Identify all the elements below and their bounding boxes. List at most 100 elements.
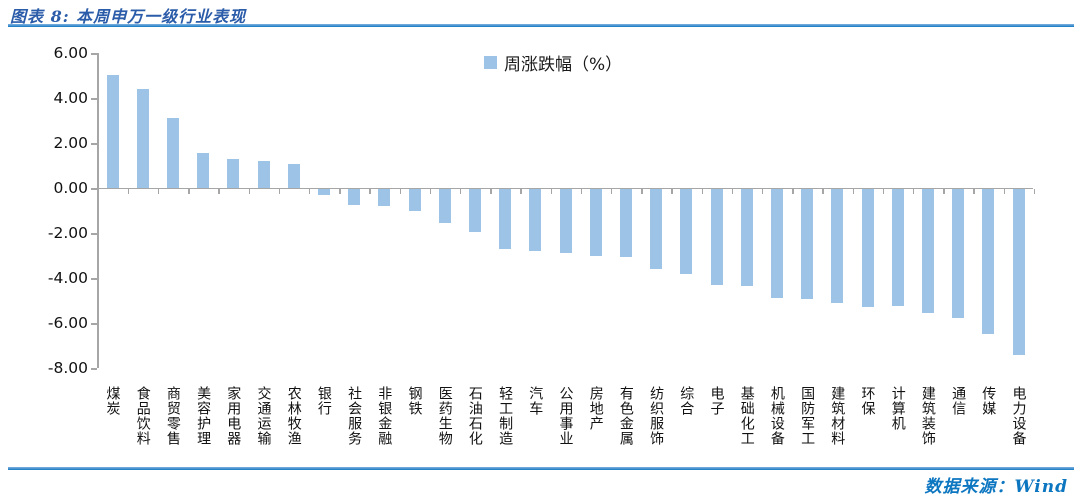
bar <box>166 118 179 189</box>
bar <box>710 189 723 285</box>
x-axis-label: 美容护理 <box>195 386 212 446</box>
x-axis-label: 电子 <box>708 386 725 416</box>
bar <box>801 189 814 300</box>
x-axis-label: 农林牧渔 <box>285 386 302 446</box>
x-axis-tick <box>520 189 522 195</box>
x-axis-tick <box>188 189 190 195</box>
y-axis-label: 6.00 <box>53 44 88 63</box>
x-axis-tick <box>852 189 854 195</box>
x-axis-label: 交通运输 <box>255 386 272 446</box>
y-axis-tick <box>91 98 97 100</box>
bar <box>680 189 693 275</box>
bar <box>317 189 330 196</box>
bar <box>287 164 300 189</box>
x-axis-tick <box>369 189 371 195</box>
x-axis-tick <box>550 189 552 195</box>
x-axis-tick <box>610 189 613 195</box>
bar <box>952 189 965 319</box>
x-axis-tick <box>459 189 462 195</box>
x-axis-label: 石油石化 <box>466 386 483 446</box>
x-axis-tick <box>97 189 99 195</box>
x-axis-label: 社会服务 <box>346 386 363 446</box>
x-axis-tick <box>1003 189 1005 195</box>
x-axis-label: 国防军工 <box>799 386 816 446</box>
data-source-note: 数据来源：Wind <box>924 477 1068 497</box>
x-axis-tick <box>580 189 583 195</box>
x-axis-tick <box>943 189 945 195</box>
bar <box>257 161 270 189</box>
x-axis-label: 机械设备 <box>768 386 785 446</box>
legend-color-swatch <box>484 56 497 69</box>
x-axis-label: 纺织服饰 <box>648 386 665 446</box>
bar <box>197 153 210 189</box>
bar <box>770 189 783 298</box>
y-axis-line <box>97 53 99 369</box>
y-axis-label: -2.00 <box>47 224 88 243</box>
x-axis-label: 银行 <box>315 386 332 416</box>
caption-underline <box>8 24 1074 27</box>
x-axis-label: 家用电器 <box>225 386 242 446</box>
x-axis-label: 商贸零售 <box>164 386 181 446</box>
bar <box>468 189 481 233</box>
figure-caption: 图表 8: 本周申万一级行业表现 <box>10 7 247 26</box>
footer-rule <box>8 467 1074 470</box>
bar <box>921 189 934 313</box>
bar <box>136 89 149 189</box>
y-axis-label: 0.00 <box>53 179 88 198</box>
x-axis-tick <box>308 189 311 195</box>
x-axis-label: 传媒 <box>980 386 997 416</box>
bar <box>891 189 904 307</box>
bar <box>619 189 632 258</box>
x-axis-label: 环保 <box>859 386 876 416</box>
x-axis-label: 医药生物 <box>436 386 453 446</box>
x-axis-tick <box>792 189 794 195</box>
bar <box>529 189 542 251</box>
bar <box>1012 189 1025 356</box>
x-axis-tick <box>218 189 220 195</box>
bar <box>408 189 421 212</box>
y-axis-label: 4.00 <box>53 89 88 108</box>
bar <box>740 189 753 286</box>
bar <box>106 75 119 189</box>
x-axis-tick <box>399 189 401 195</box>
x-axis-label: 房地产 <box>587 386 604 431</box>
y-axis-label: -4.00 <box>47 269 88 288</box>
bar <box>227 158 240 189</box>
bar <box>589 189 602 256</box>
y-axis-tick <box>91 323 97 325</box>
x-axis-label: 公用事业 <box>557 386 574 446</box>
bar <box>438 189 451 224</box>
x-axis-tick <box>1033 189 1036 195</box>
x-axis-tick <box>248 189 250 195</box>
x-axis-label: 轻工制造 <box>497 386 514 446</box>
x-axis-tick <box>822 189 824 195</box>
bar <box>348 189 361 206</box>
y-axis-tick <box>91 233 97 235</box>
x-axis-label: 有色金属 <box>617 386 634 446</box>
x-axis-tick <box>429 189 432 195</box>
y-axis-tick <box>91 143 97 145</box>
bar <box>650 189 663 269</box>
x-axis-label: 建筑装饰 <box>919 386 936 446</box>
x-axis-label: 电力设备 <box>1010 386 1027 446</box>
chart-legend: 周涨跌幅（%） <box>484 50 622 75</box>
x-axis-tick <box>973 189 975 195</box>
legend-series-label: 周涨跌幅（%） <box>504 55 623 75</box>
bar <box>831 189 844 304</box>
bar <box>982 189 995 334</box>
y-axis-label: -6.00 <box>47 314 88 333</box>
bar <box>499 189 512 250</box>
x-axis-tick <box>701 189 703 195</box>
y-axis-tick <box>91 278 97 280</box>
x-axis-tick <box>641 189 643 195</box>
x-axis-tick <box>882 189 885 195</box>
bar <box>559 189 572 254</box>
y-axis-tick <box>91 188 97 190</box>
x-axis-line <box>97 187 1033 190</box>
x-axis-label: 煤炭 <box>104 386 121 416</box>
y-axis-tick <box>91 53 97 55</box>
y-axis-label: 2.00 <box>53 134 88 153</box>
x-axis-label: 基础化工 <box>738 386 755 446</box>
bar <box>378 189 391 207</box>
y-axis-tick <box>91 368 97 370</box>
